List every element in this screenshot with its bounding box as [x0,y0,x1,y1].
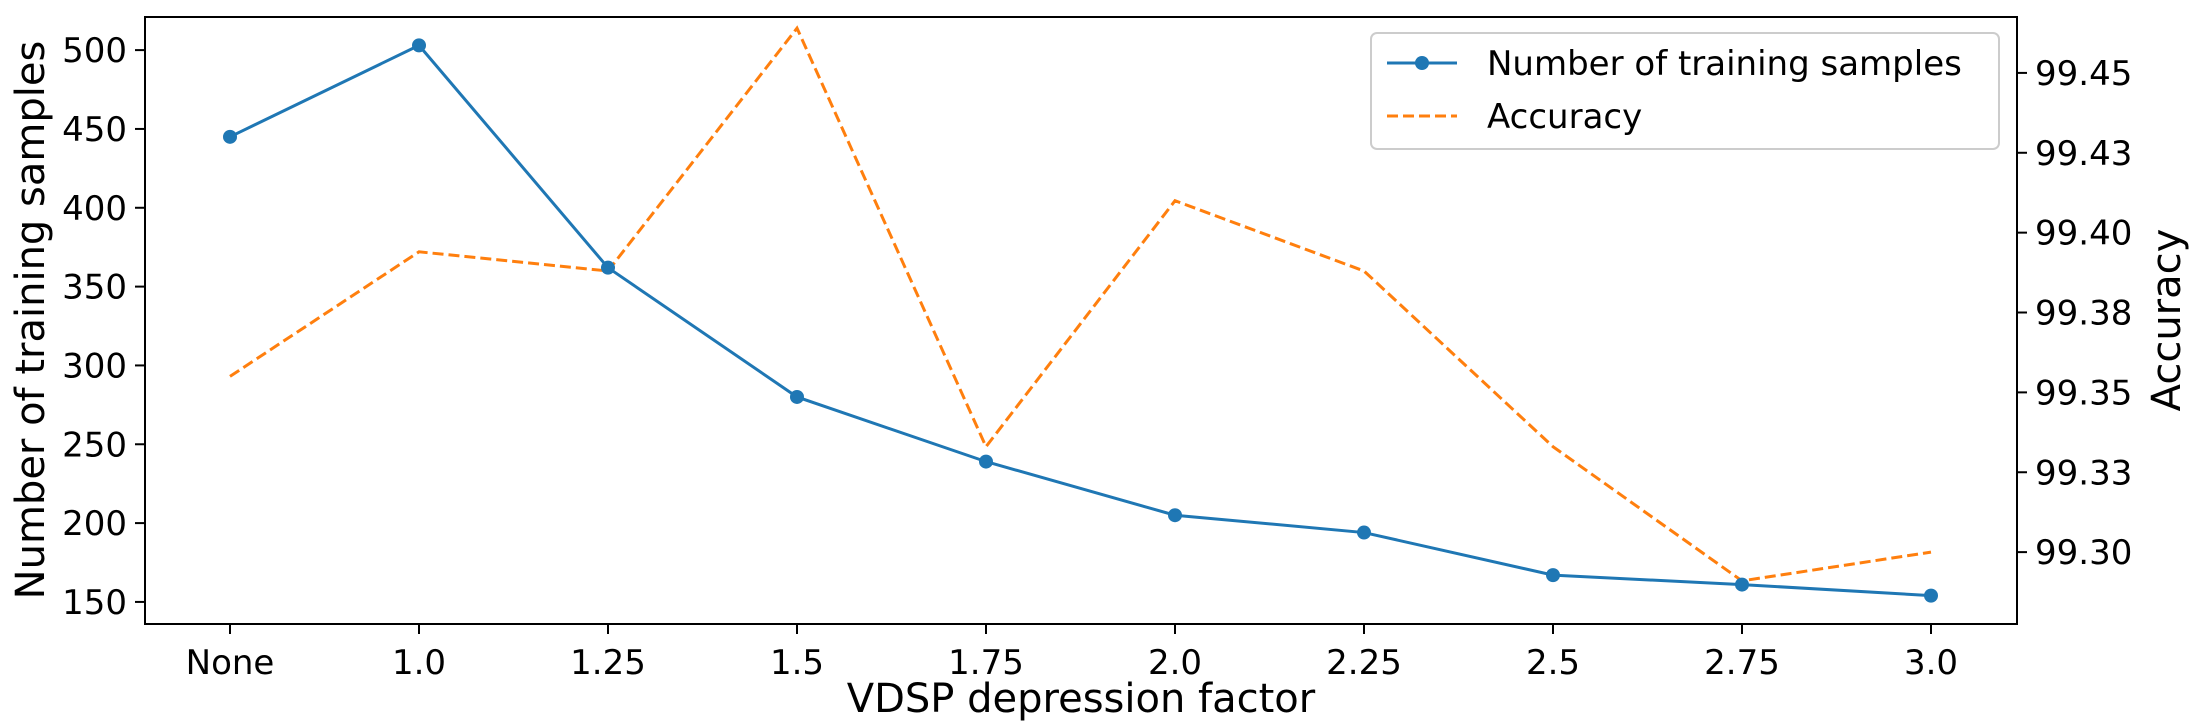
data-point-training-samples [790,389,804,404]
y-right-tick-label: 99.33 [2035,453,2132,493]
y-right-tick-label: 99.40 [2035,214,2132,254]
x-tick-label: 2.0 [1148,643,1202,683]
y-tick-label: 300 [62,346,127,386]
x-tick-label: None [186,643,275,683]
series-line-accuracy [229,25,1932,583]
y-tick-label: 450 [62,110,127,150]
x-tick-label: 2.5 [1526,643,1580,683]
y-tick-label: 400 [62,189,127,229]
x-tick-label: 2.75 [1704,643,1780,683]
y-axis-label: Number of training samples [8,41,54,600]
x-tick-label: 3.0 [1904,643,1958,683]
legend-marker-samples [1415,56,1429,70]
x-tick-label: 1.5 [770,643,824,683]
y-right-tick-label: 99.30 [2035,533,2132,573]
x-tick-label: 1.0 [392,643,446,683]
y-right-tick-label: 99.43 [2035,134,2132,174]
y-right-tick-label: 99.45 [2035,54,2132,94]
legend-label-accuracy: Accuracy [1487,97,1642,137]
y-tick-label: 150 [62,583,127,623]
data-point-training-samples [1357,525,1371,540]
data-point-training-samples [223,129,237,144]
x-tick-label: 1.75 [948,643,1024,683]
y-right-axis-label: Accuracy [2144,229,2190,412]
y-right-tick-label: 99.38 [2035,294,2132,334]
y-axis-ticks: 150 200 250 300 350 400 450 500 [62,31,145,623]
legend-box [1370,32,2000,150]
y-right-tick-label: 99.35 [2035,373,2132,413]
series-layer [223,25,1938,603]
data-point-training-samples [601,260,615,275]
legend: Number of training samples Accuracy [1370,32,2000,150]
x-tick-label: 2.25 [1326,643,1402,683]
series-line-training-samples [229,43,1932,598]
y-right-axis-ticks: 99.30 99.33 99.35 99.38 99.40 99.43 99.45 [2017,54,2132,573]
y-tick-label: 250 [62,425,127,465]
data-point-training-samples [412,38,426,53]
x-tick-label: 1.25 [570,643,646,683]
legend-label-samples: Number of training samples [1487,44,1962,84]
y-tick-label: 350 [62,268,127,308]
data-point-training-samples [979,454,993,469]
x-axis-label: VDSP depression factor [847,676,1316,722]
y-tick-label: 500 [62,31,127,71]
data-point-training-samples [1546,568,1560,583]
x-axis-ticks: None 1.0 1.25 1.5 1.75 2.0 2.25 2.5 2.75 3.0 [186,624,1958,683]
y-tick-label: 200 [62,504,127,544]
data-point-training-samples [1924,588,1938,603]
data-point-training-samples [1168,508,1182,523]
data-point-training-samples [1735,577,1749,592]
